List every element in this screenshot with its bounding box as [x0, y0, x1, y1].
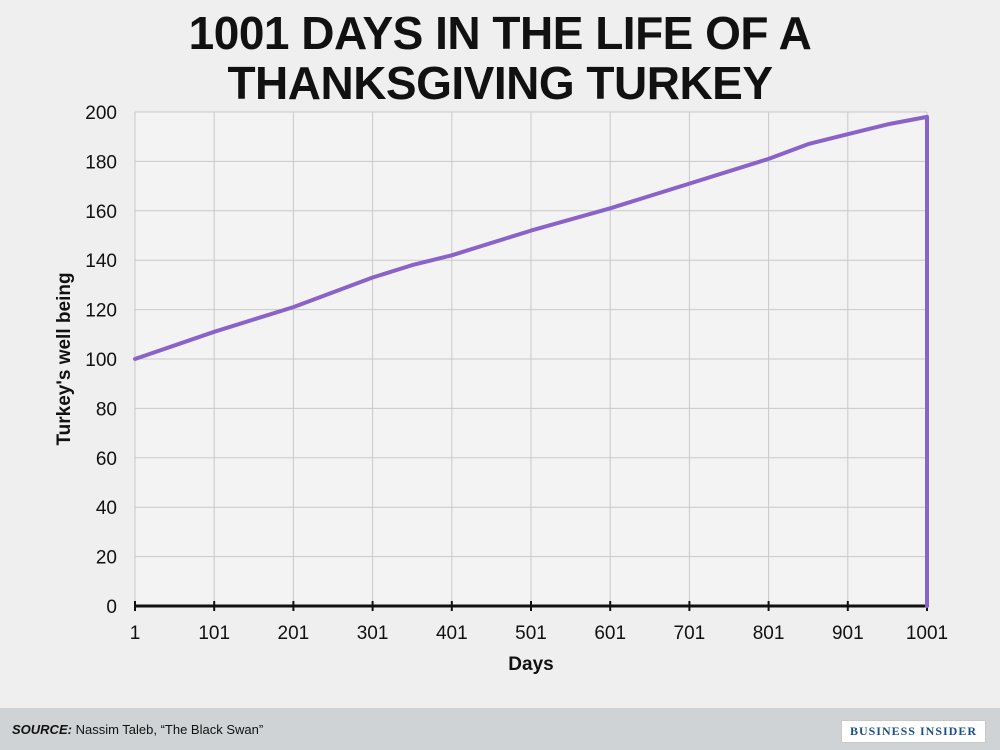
y-tick-label: 0 [106, 597, 117, 618]
x-axis [134, 601, 928, 611]
y-tick-label: 60 [96, 449, 117, 470]
series-line [133, 114, 929, 608]
y-tick-label: 180 [85, 152, 117, 173]
source-text: Nassim Taleb, “The Black Swan” [75, 722, 264, 737]
y-tick-label: 120 [85, 301, 117, 322]
y-axis-title: Turkey's well being [54, 272, 75, 445]
chart-title: 1001 DAYS IN THE LIFE OF A THANKSGIVING … [0, 8, 1000, 108]
x-tick-label: 601 [594, 623, 626, 644]
x-tick-label: 501 [515, 623, 547, 644]
x-tick-label: 1001 [906, 623, 948, 644]
x-tick-label: 901 [832, 623, 864, 644]
tick-labels: 0 20 40 60 80 100 120 140 160 180 200 1 101 201 301 401… [85, 103, 948, 644]
y-tick-label: 160 [85, 202, 117, 223]
x-tick-label: 1 [130, 623, 141, 644]
y-tick-label: 200 [85, 103, 117, 124]
x-tick-label: 801 [753, 623, 785, 644]
x-tick-label: 701 [674, 623, 706, 644]
footer-bar: SOURCE: Nassim Taleb, “The Black Swan” B… [0, 708, 1000, 750]
x-tick-label: 301 [357, 623, 389, 644]
x-axis-title: Days [508, 654, 553, 675]
y-tick-label: 80 [96, 399, 117, 420]
chart-title-line-2: THANKSGIVING TURKEY [227, 57, 773, 109]
y-tick-label: 40 [96, 498, 117, 519]
source-label: SOURCE: [12, 722, 72, 737]
chart-title-line-1: 1001 DAYS IN THE LIFE OF A [188, 7, 812, 59]
brand-logo: BUSINESS INSIDER [840, 720, 986, 743]
grid-lines [134, 111, 928, 606]
y-tick-label: 20 [96, 548, 117, 569]
x-tick-label: 401 [436, 623, 468, 644]
line-chart: 0 20 40 60 80 100 120 140 160 180 200 1 101 201 301 401… [54, 103, 948, 675]
y-tick-label: 100 [85, 350, 117, 371]
series-layer [133, 114, 929, 608]
x-tick-label: 101 [198, 623, 230, 644]
x-tick-label: 201 [278, 623, 310, 644]
y-tick-label: 140 [85, 251, 117, 272]
source-note: SOURCE: Nassim Taleb, “The Black Swan” [12, 722, 263, 737]
